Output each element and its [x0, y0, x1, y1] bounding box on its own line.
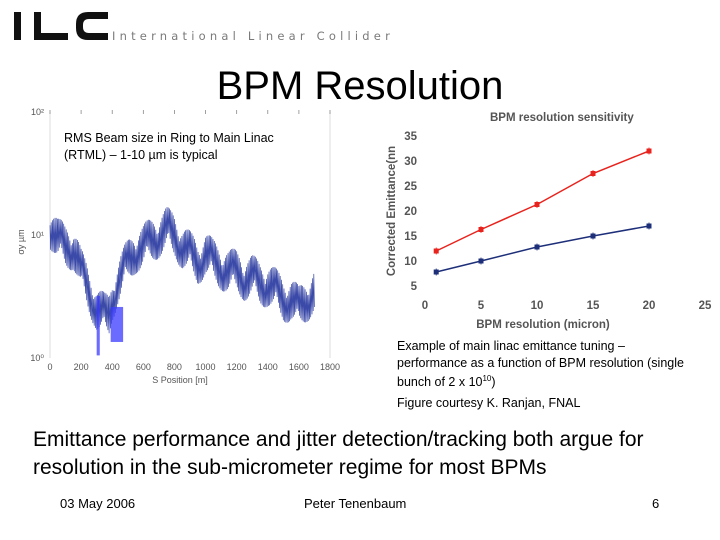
chart-title: BPM resolution sensitivity: [490, 112, 634, 124]
y-tick-label: 10²: [31, 107, 44, 117]
beam-size-plot: 10⁰ 10¹ 10² 0 200 400 600 800 1000 1200 1400 1600 18…: [16, 107, 340, 385]
emittance-caption-text: Example of main linac emittance tuning –…: [397, 339, 684, 390]
y-tick-label: 30: [404, 156, 417, 168]
y-tick-label: 10¹: [31, 230, 44, 240]
footer-date: 03 May 2006: [60, 496, 136, 511]
x-tick-label: 400: [105, 362, 120, 372]
series-1-line: [435, 150, 650, 252]
x-tick-label: 0: [422, 300, 428, 312]
y-tick-label: 15: [404, 231, 417, 243]
series-2-point: [478, 258, 484, 264]
series-2-point: [433, 269, 439, 275]
series-2-point: [534, 244, 540, 250]
series-1-point: [590, 171, 596, 176]
y-axis-label: σy µm: [16, 229, 26, 254]
x-tick-label: 1400: [258, 362, 278, 372]
beam-size-trace: [49, 207, 315, 334]
x-axis-label: BPM resolution (micron): [476, 319, 610, 331]
emittance-caption-end: ): [491, 375, 496, 390]
x-tick-label: 15: [587, 300, 600, 312]
slide-title: BPM Resolution: [216, 64, 504, 108]
footer-author: Peter Tenenbaum: [304, 496, 407, 511]
series-2-point: [646, 223, 652, 229]
series-2-line: [436, 225, 650, 273]
x-tick-label: 200: [74, 362, 89, 372]
beam-size-caption: RMS Beam size in Ring to Main Linac (RTM…: [62, 130, 276, 164]
x-tick-label: 1600: [289, 362, 309, 372]
y-tick-label: 25: [404, 181, 417, 193]
x-tick-label: 25: [699, 300, 712, 312]
figure-courtesy: Figure courtesy K. Ranjan, FNAL: [397, 396, 581, 410]
beam-size-highlight-1: [96, 295, 100, 356]
footer-page-number: 6: [652, 496, 660, 511]
y-tick-label: 35: [404, 131, 417, 143]
x-tick-label: 1200: [227, 362, 247, 372]
ilc-logo-mark: [14, 12, 108, 40]
series-2-point: [590, 233, 596, 239]
x-tick-label: 800: [167, 362, 182, 372]
beam-size-caption-line2: (RTML) – 1-10 µm is typical: [64, 148, 218, 162]
x-tick-label: 10: [531, 300, 544, 312]
x-tick-label: 1800: [320, 362, 340, 372]
x-tick-label: 0: [47, 362, 52, 372]
x-tick-label: 600: [136, 362, 151, 372]
x-axis-label: S Position [m]: [152, 375, 208, 385]
y-axis-label: Corrected Emittance(nn: [386, 146, 398, 276]
emittance-caption-exponent: 10: [482, 374, 492, 383]
y-tick-label: 20: [404, 206, 417, 218]
beam-size-caption-line1: RMS Beam size in Ring to Main Linac: [64, 131, 274, 145]
x-tick-label: 5: [478, 300, 485, 312]
ilc-logo: [14, 12, 110, 51]
y-tick-label: 10⁰: [30, 353, 44, 363]
emittance-caption: Example of main linac emittance tuning –…: [397, 338, 697, 391]
logo-subtitle: International Linear Collider: [112, 29, 395, 43]
x-tick-label: 20: [643, 300, 656, 312]
series-1-point: [478, 227, 484, 232]
series-1-point: [433, 248, 439, 254]
series-1-point: [534, 202, 540, 207]
x-tick-label: 1000: [196, 362, 216, 372]
bpm-resolution-sensitivity-chart: BPM resolution sensitivity 5 10 15 20 25 30 35 0…: [386, 112, 712, 331]
beam-size-highlight-2: [110, 306, 124, 342]
y-tick-label: 10: [404, 256, 417, 268]
slide-body-text: Emittance performance and jitter detecti…: [33, 428, 644, 479]
series-1-point: [646, 148, 652, 154]
y-tick-label: 5: [411, 281, 418, 293]
